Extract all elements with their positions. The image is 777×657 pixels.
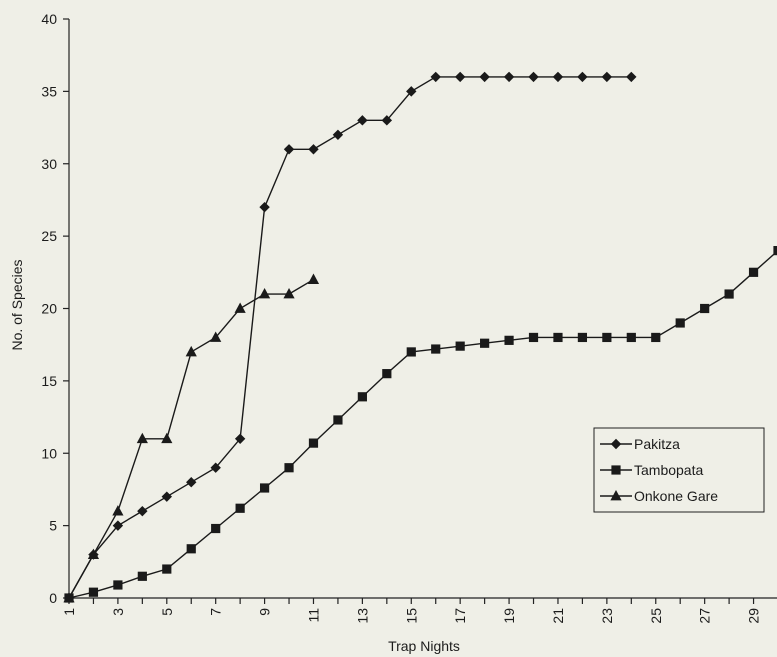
data-point-tambopata (455, 341, 465, 351)
data-point-pakitza (626, 71, 637, 83)
data-point-tambopata (88, 587, 99, 597)
data-point-tambopata (651, 332, 661, 343)
data-point-onkone-gare (283, 288, 295, 299)
legend-marker-tambopata (611, 465, 621, 475)
data-point-onkone-gare (258, 288, 271, 299)
data-point-pakitza (210, 462, 221, 473)
y-tick-label: 40 (41, 11, 57, 27)
y-tick-label: 20 (41, 301, 57, 317)
data-point-pakitza (601, 71, 613, 83)
data-point-tambopata (259, 483, 270, 493)
y-tick-label: 15 (41, 373, 57, 389)
legend-label-pakitza: Pakitza (634, 436, 680, 452)
data-point-tambopata (333, 415, 343, 425)
data-point-pakitza (186, 477, 197, 488)
data-point-pakitza (381, 115, 393, 126)
data-point-pakitza (406, 86, 417, 97)
data-point-onkone-gare (210, 331, 222, 342)
x-tick-label: 7 (208, 608, 224, 616)
data-point-pakitza (503, 71, 515, 83)
legend-marker-pakitza (610, 438, 622, 450)
x-tick-label: 21 (550, 608, 566, 624)
x-tick-label: 1 (61, 608, 77, 616)
data-point-tambopata (284, 463, 294, 473)
data-point-pakitza (283, 144, 295, 155)
series-line-tambopata (68, 250, 777, 599)
data-point-tambopata (480, 338, 490, 348)
x-axis-title: Trap Nights (388, 638, 460, 654)
data-point-onkone-gare (112, 505, 124, 516)
y-tick-label: 0 (49, 590, 57, 606)
data-point-onkone-gare (136, 432, 148, 444)
data-point-tambopata (577, 332, 588, 343)
data-point-tambopata (162, 564, 172, 574)
data-point-onkone-gare (161, 432, 173, 444)
x-tick-label: 11 (305, 608, 321, 623)
data-point-tambopata (504, 335, 514, 345)
data-point-tambopata (748, 267, 759, 277)
x-tick-label: 29 (746, 608, 762, 624)
data-point-tambopata (700, 303, 710, 314)
data-point-pakitza (112, 520, 124, 531)
data-point-tambopata (528, 332, 539, 343)
data-point-pakitza (357, 115, 368, 126)
x-tick-label: 27 (697, 608, 713, 624)
y-axis-title: No. of Species (9, 259, 25, 350)
data-point-tambopata (308, 438, 319, 448)
x-tick-label: 5 (159, 608, 175, 616)
x-tick-label: 13 (354, 608, 370, 624)
data-point-tambopata (724, 289, 734, 299)
legend-label-tambopata: Tambopata (634, 462, 703, 478)
data-point-pakitza (430, 71, 441, 83)
data-point-tambopata (675, 318, 685, 328)
data-point-onkone-gare (307, 273, 320, 284)
data-point-tambopata (553, 332, 563, 343)
x-tick-label: 23 (599, 608, 615, 624)
data-point-pakitza (454, 71, 466, 83)
data-point-tambopata (137, 571, 147, 581)
legend-label-onkone-gare: Onkone Gare (634, 488, 718, 504)
data-point-pakitza (479, 71, 490, 83)
data-point-pakitza (577, 71, 588, 83)
data-point-tambopata (235, 503, 245, 513)
data-point-onkone-gare (185, 345, 197, 357)
data-point-tambopata (211, 523, 221, 534)
y-tick-label: 25 (41, 228, 57, 244)
data-point-tambopata (431, 344, 441, 354)
data-point-tambopata (113, 580, 123, 590)
data-point-pakitza (332, 129, 344, 140)
y-tick-label: 5 (49, 518, 57, 534)
x-tick-label: 3 (110, 608, 126, 616)
data-point-tambopata (186, 544, 196, 554)
data-point-onkone-gare (87, 548, 100, 559)
x-tick-label: 15 (403, 608, 419, 624)
y-tick-label: 10 (41, 445, 57, 461)
data-point-pakitza (234, 433, 246, 444)
data-point-pakitza (137, 505, 148, 517)
x-tick-label: 25 (648, 608, 664, 624)
data-point-pakitza (528, 71, 539, 83)
data-point-onkone-gare (234, 302, 246, 313)
data-point-pakitza (161, 491, 172, 502)
data-point-pakitza (552, 71, 564, 83)
y-tick-label: 30 (41, 156, 57, 172)
x-tick-label: 9 (257, 608, 273, 616)
x-tick-label: 17 (452, 608, 468, 624)
data-point-pakitza (308, 144, 319, 155)
legend: Pakitza Tambopata Onkone Gare (593, 427, 765, 513)
data-point-tambopata (602, 332, 612, 343)
legend-marker-onkone-gare (610, 490, 622, 501)
y-tick-label: 35 (41, 83, 57, 99)
data-point-onkone-gare (63, 592, 75, 603)
data-point-tambopata (406, 347, 416, 357)
data-point-tambopata (382, 369, 392, 379)
data-point-pakitza (259, 201, 270, 213)
data-point-tambopata (626, 332, 636, 343)
x-tick-label: 19 (501, 608, 517, 624)
data-point-tambopata (773, 246, 777, 256)
data-point-tambopata (357, 392, 367, 402)
